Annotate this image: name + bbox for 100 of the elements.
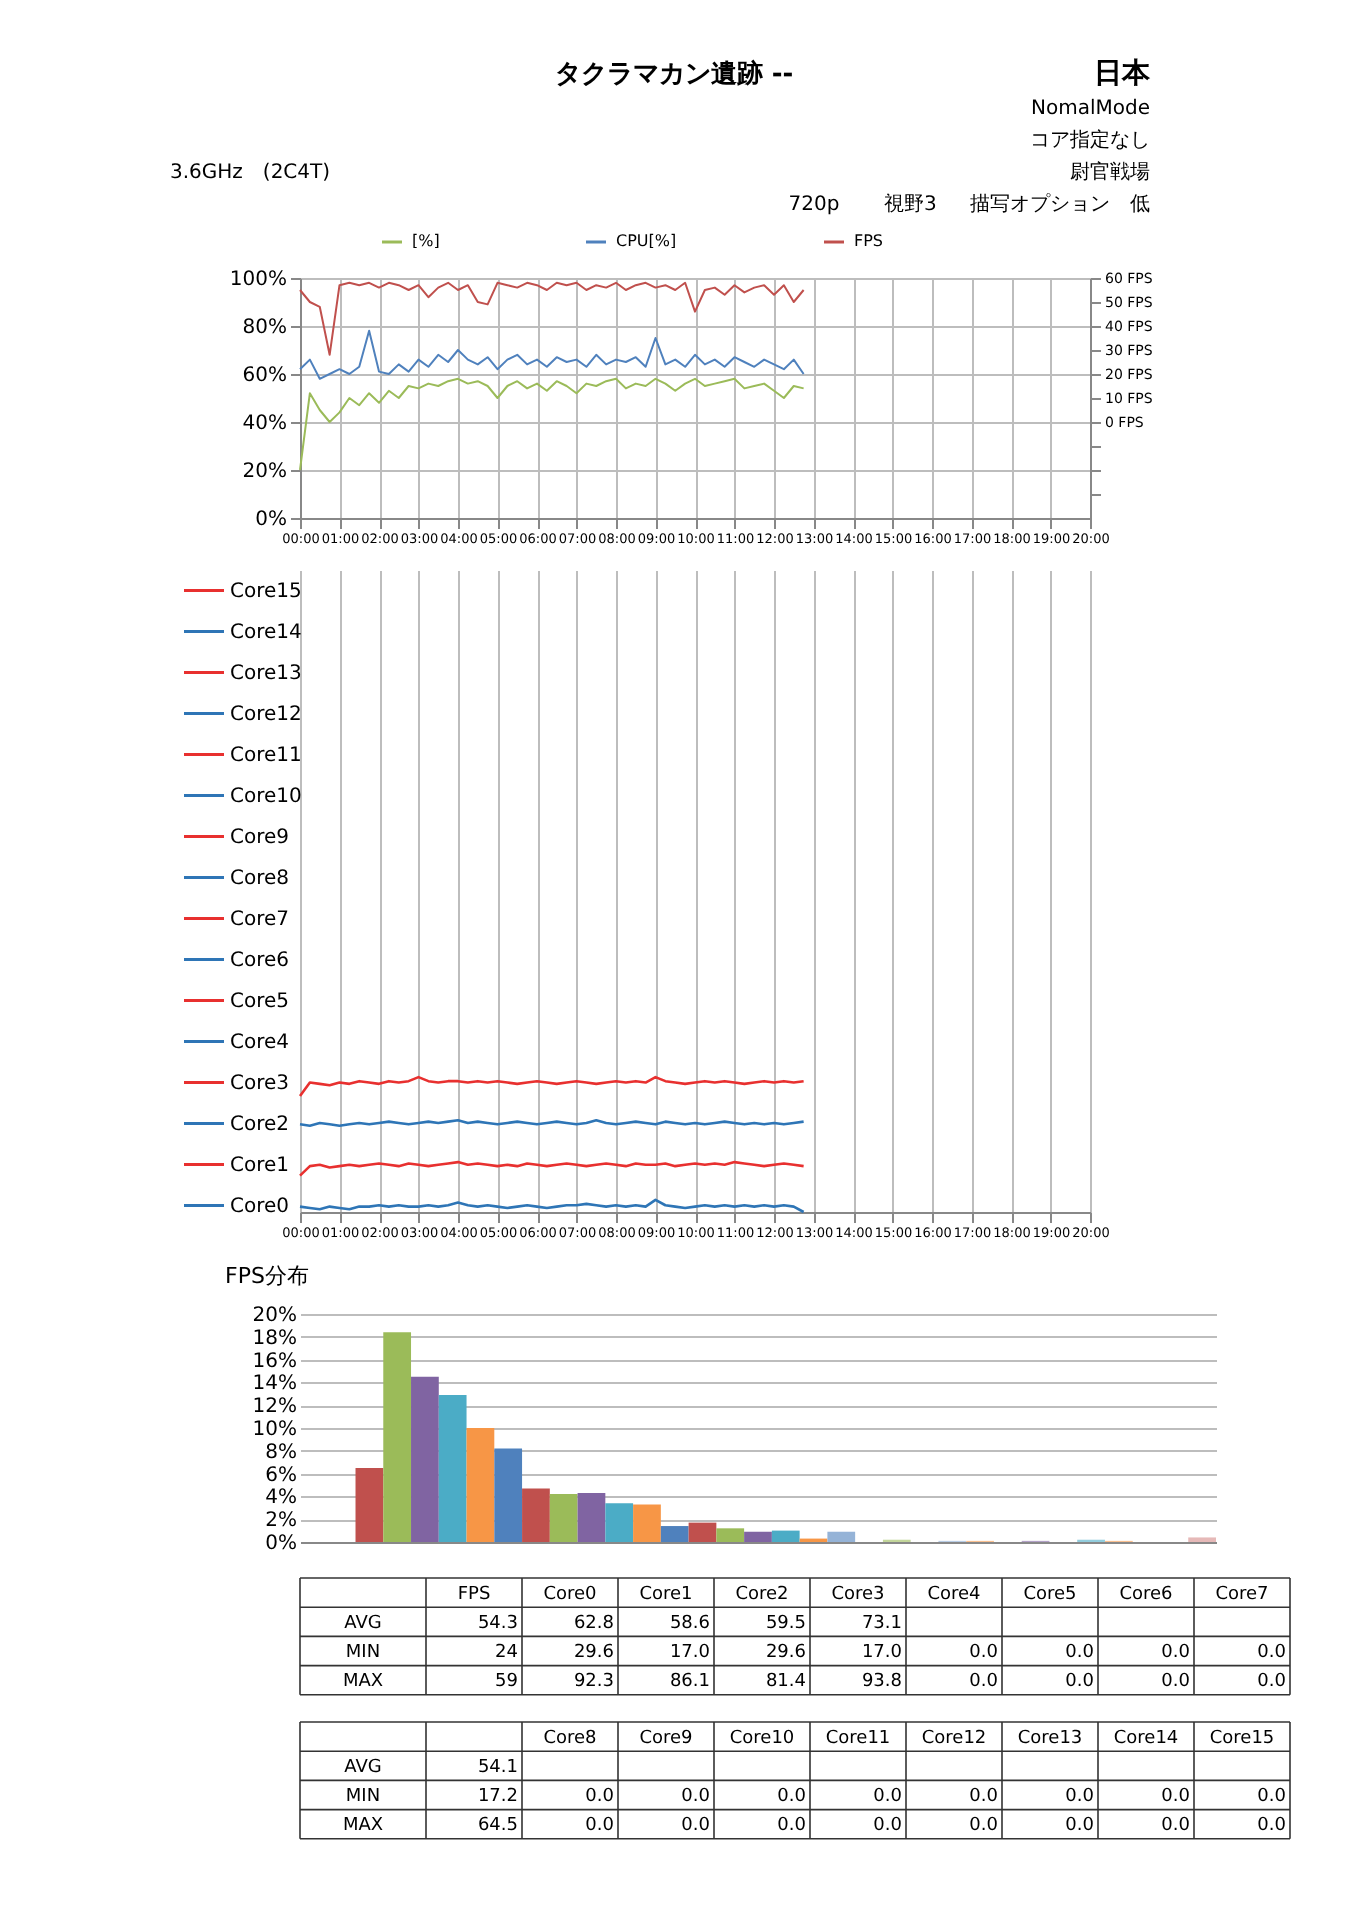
- text: 17.0: [669, 1643, 710, 1663]
- bar: [744, 1531, 772, 1542]
- text: 0.0: [969, 1643, 998, 1663]
- category-label: Core2: [735, 1584, 789, 1605]
- text: 54.3: [477, 1613, 518, 1634]
- legend-label: Core3: [230, 1072, 290, 1095]
- text: 日本: [1094, 58, 1152, 90]
- text: 59.5: [765, 1613, 806, 1634]
- text: 720p: [788, 194, 840, 216]
- category-label: Core14: [1113, 1728, 1179, 1749]
- legend-label: Core12: [230, 703, 302, 726]
- text: 0.0: [681, 1816, 710, 1837]
- bar: [383, 1332, 412, 1542]
- legend-label: Core15: [230, 580, 302, 603]
- legend-label: Core14: [230, 621, 302, 644]
- text: 0.0: [873, 1787, 902, 1807]
- category-label: Core4: [927, 1584, 982, 1605]
- text: 29.6: [765, 1643, 806, 1663]
- text: 0.0: [777, 1787, 806, 1807]
- text: 0.0: [969, 1672, 998, 1693]
- category-label: Core1: [639, 1584, 693, 1605]
- text: 0.0: [1161, 1672, 1190, 1693]
- text: 0.0: [681, 1787, 710, 1807]
- text: 0.0: [585, 1816, 614, 1837]
- legend-label: Core0: [230, 1195, 290, 1218]
- bar: [605, 1503, 634, 1542]
- y-tick-label: 80%: [242, 317, 287, 339]
- line-series: [299, 281, 805, 356]
- text: 0.0: [1257, 1816, 1286, 1837]
- text: 0.0: [777, 1816, 806, 1837]
- category-label: AVG: [344, 1613, 382, 1634]
- legend-label: CPU[%]: [616, 232, 677, 250]
- category-label: Core15: [1209, 1728, 1275, 1749]
- text: 0.0: [1257, 1643, 1286, 1663]
- text: 0.0: [1257, 1672, 1286, 1693]
- bar: [466, 1428, 495, 1542]
- text: 0.0: [1065, 1816, 1094, 1837]
- legend-label: Core4: [230, 1031, 290, 1054]
- legend-label: Core1: [230, 1154, 290, 1177]
- bar: [494, 1448, 523, 1542]
- text: 0.0: [873, 1816, 902, 1837]
- category-label: MIN: [345, 1787, 381, 1807]
- y-tick-label: 6%: [265, 1464, 297, 1487]
- category-label: Core8: [543, 1728, 598, 1749]
- text: 0.0: [1065, 1643, 1094, 1663]
- bar: [771, 1530, 800, 1542]
- legend-label: [%]: [412, 232, 440, 250]
- text: 58.6: [669, 1613, 710, 1634]
- text: 59: [495, 1672, 518, 1693]
- y-tick-label: 0%: [265, 1533, 297, 1555]
- category-label: Core3: [831, 1584, 885, 1605]
- legend-label: Core5: [230, 990, 290, 1013]
- legend-label: Core6: [230, 949, 290, 972]
- text: 0.0: [1161, 1816, 1190, 1837]
- text: 0.0: [1065, 1787, 1094, 1807]
- bar: [522, 1488, 550, 1542]
- y-tick-label: 100%: [229, 269, 287, 291]
- category-label: MAX: [342, 1816, 384, 1837]
- text: 0.0: [585, 1787, 614, 1807]
- y-axis-title: FPS分布: [225, 1263, 309, 1289]
- category-label: Core5: [1023, 1584, 1077, 1605]
- legend-label: Core13: [230, 662, 302, 685]
- text: コア指定なし: [1030, 128, 1150, 152]
- category-label: Core13: [1017, 1728, 1083, 1749]
- y-tick-label: 20%: [242, 461, 287, 483]
- category-label: MAX: [342, 1672, 384, 1693]
- bar: [411, 1376, 439, 1542]
- bar: [438, 1394, 467, 1542]
- text: 24: [495, 1643, 518, 1663]
- category-label: Core12: [921, 1728, 987, 1749]
- text: 17.0: [861, 1643, 902, 1663]
- legend-label: Core10: [230, 785, 302, 808]
- text: 0.0: [1257, 1787, 1286, 1807]
- bar: [716, 1528, 745, 1542]
- text: 0.0: [1161, 1643, 1190, 1663]
- category-label: Core10: [729, 1728, 795, 1749]
- text: 73.1: [861, 1613, 902, 1634]
- category-label: Core0: [543, 1584, 598, 1605]
- y-tick-label: 60%: [242, 365, 287, 387]
- bar: [355, 1467, 384, 1542]
- text: 視野3: [884, 192, 937, 216]
- text: 92.3: [573, 1672, 614, 1693]
- legend-label: Core7: [230, 908, 290, 931]
- y-tick-label: 10%: [252, 1419, 297, 1441]
- text: 0.0: [1161, 1787, 1190, 1807]
- text: 描写オプション 低: [970, 192, 1150, 216]
- y-tick-label: 40%: [242, 413, 287, 435]
- bar: [688, 1522, 717, 1542]
- y-tick-label: 16%: [252, 1350, 297, 1373]
- legend-label: Core8: [230, 867, 290, 890]
- text: NomalMode: [1031, 98, 1150, 120]
- category-label: FPS: [457, 1584, 491, 1605]
- text: 0.0: [969, 1816, 998, 1837]
- category-label: Core11: [825, 1728, 891, 1749]
- text: 0.0: [1065, 1672, 1094, 1693]
- text: 17.2: [477, 1787, 518, 1807]
- text: 93.8: [861, 1672, 902, 1693]
- text: 3.6GHz (2C4T): [170, 162, 331, 184]
- legend-label: Core11: [230, 744, 302, 767]
- category-label: Core6: [1119, 1584, 1174, 1605]
